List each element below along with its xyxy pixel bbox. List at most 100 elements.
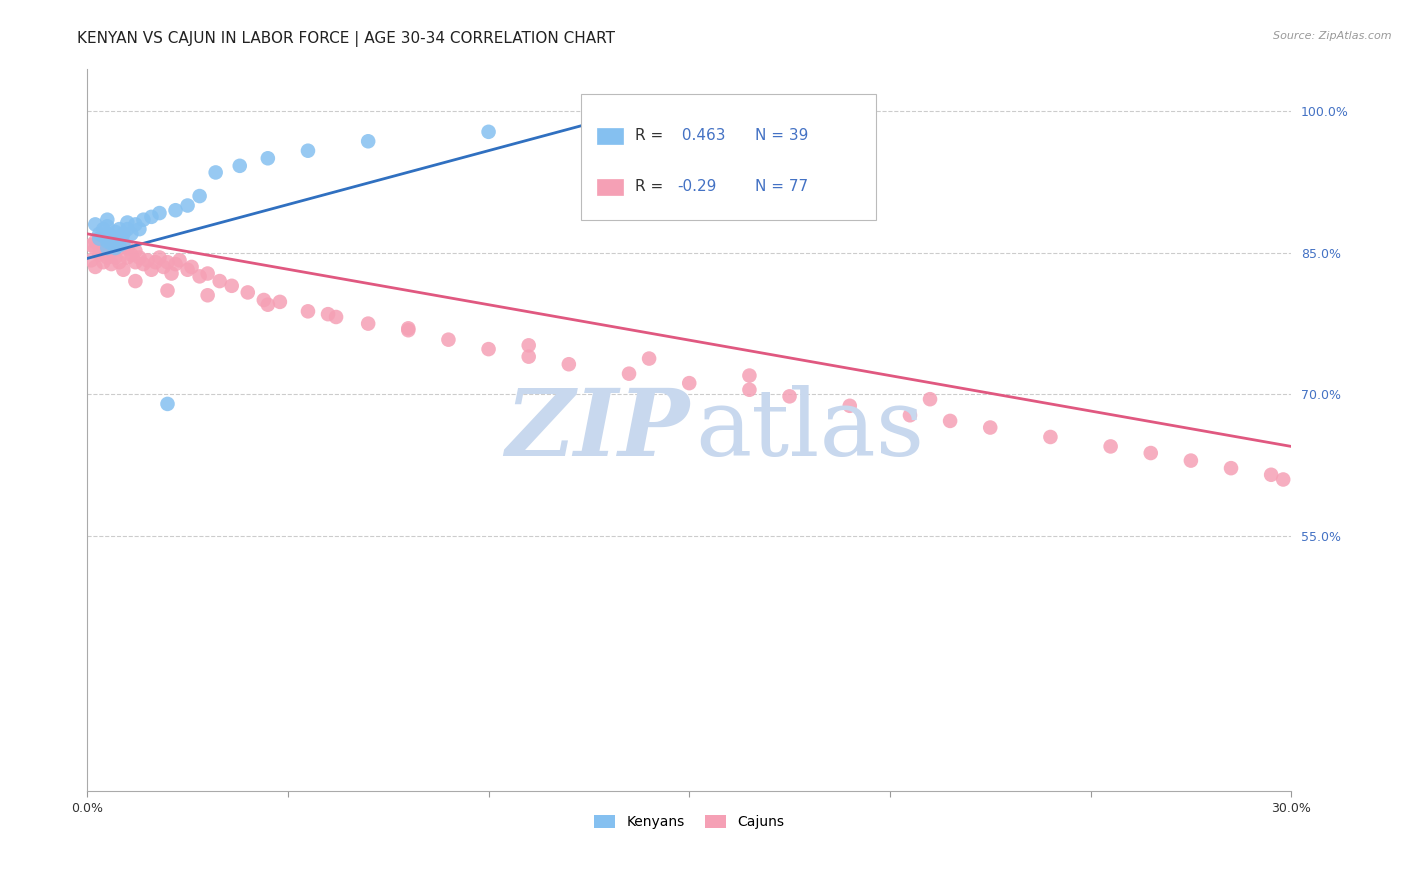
Point: [96, 212, 118, 227]
Text: ZIP: ZIP: [505, 384, 689, 475]
Point: [316, 307, 339, 321]
Point: [112, 262, 135, 277]
Point: [108, 222, 131, 236]
Point: [80, 253, 103, 268]
Point: [1099, 439, 1122, 453]
Point: [558, 357, 581, 371]
Point: [124, 274, 146, 288]
Point: [1272, 473, 1295, 487]
Point: [176, 198, 198, 212]
Point: [156, 255, 179, 269]
Point: [165, 257, 187, 271]
Point: [188, 269, 211, 284]
Point: [738, 368, 761, 383]
Point: [117, 222, 139, 236]
Point: [117, 251, 139, 265]
Point: [180, 260, 202, 274]
Point: [256, 298, 278, 312]
Point: [108, 238, 131, 252]
Point: [96, 227, 118, 241]
Point: [738, 383, 761, 397]
Point: [104, 241, 127, 255]
Point: [236, 285, 259, 300]
Point: [176, 262, 198, 277]
Point: [1039, 430, 1062, 444]
Point: [124, 255, 146, 269]
Point: [100, 228, 122, 243]
Point: [117, 215, 139, 229]
Point: [89, 231, 111, 245]
Point: [396, 323, 419, 337]
Point: [208, 274, 231, 288]
Point: [165, 203, 187, 218]
Point: [1260, 467, 1282, 482]
Point: [297, 144, 319, 158]
Point: [477, 125, 499, 139]
Point: [188, 189, 211, 203]
Point: [124, 244, 146, 258]
Point: [169, 253, 191, 268]
Point: [100, 257, 122, 271]
Point: [91, 255, 114, 269]
Point: [156, 284, 179, 298]
Point: [112, 227, 135, 241]
Point: [96, 235, 118, 249]
Point: [898, 409, 921, 423]
Text: KENYAN VS CAJUN IN LABOR FORCE | AGE 30-34 CORRELATION CHART: KENYAN VS CAJUN IN LABOR FORCE | AGE 30-…: [77, 31, 616, 47]
Point: [1180, 453, 1202, 467]
Text: R =: R =: [636, 128, 668, 143]
Point: [84, 218, 107, 232]
Point: [104, 236, 127, 251]
Bar: [596, 128, 623, 144]
Point: [517, 338, 540, 352]
Point: [396, 321, 419, 335]
Point: [84, 241, 107, 255]
Text: -0.29: -0.29: [678, 179, 717, 194]
FancyBboxPatch shape: [581, 94, 876, 220]
Text: N = 77: N = 77: [755, 179, 808, 194]
Point: [477, 342, 499, 356]
Point: [148, 251, 170, 265]
Point: [918, 392, 941, 407]
Point: [517, 350, 540, 364]
Point: [156, 397, 179, 411]
Point: [136, 253, 159, 268]
Point: [117, 241, 139, 255]
Point: [253, 293, 276, 307]
Point: [1220, 461, 1243, 475]
Point: [148, 206, 170, 220]
Point: [100, 236, 122, 251]
Point: [979, 420, 1001, 434]
Legend: Kenyans, Cajuns: Kenyans, Cajuns: [589, 810, 790, 835]
Point: [357, 317, 380, 331]
Point: [297, 304, 319, 318]
Point: [221, 278, 243, 293]
Point: [269, 294, 291, 309]
Point: [141, 262, 163, 277]
Text: R =: R =: [636, 179, 668, 194]
Text: 0.463: 0.463: [678, 128, 725, 143]
Point: [112, 236, 135, 251]
Point: [437, 333, 460, 347]
Point: [120, 247, 142, 261]
Point: [120, 227, 142, 241]
Point: [617, 109, 640, 123]
Point: [104, 235, 127, 249]
Point: [145, 255, 167, 269]
Point: [1139, 446, 1161, 460]
Point: [96, 241, 118, 255]
Point: [197, 267, 219, 281]
Point: [325, 310, 347, 324]
Point: [779, 389, 801, 403]
Point: [91, 222, 114, 236]
Point: [89, 247, 111, 261]
Point: [357, 134, 380, 148]
Point: [91, 244, 114, 258]
Point: [939, 414, 962, 428]
Point: [108, 231, 131, 245]
Point: [89, 231, 111, 245]
Text: atlas: atlas: [695, 384, 925, 475]
Point: [89, 227, 111, 241]
Point: [204, 165, 226, 179]
Point: [100, 244, 122, 258]
